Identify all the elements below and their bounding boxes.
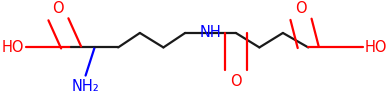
Text: NH: NH: [200, 25, 221, 40]
Text: NH₂: NH₂: [72, 79, 100, 94]
Text: O: O: [53, 1, 64, 16]
Text: HO: HO: [2, 40, 24, 55]
Text: O: O: [295, 1, 307, 16]
Text: HO: HO: [364, 40, 387, 55]
Text: O: O: [230, 74, 242, 89]
